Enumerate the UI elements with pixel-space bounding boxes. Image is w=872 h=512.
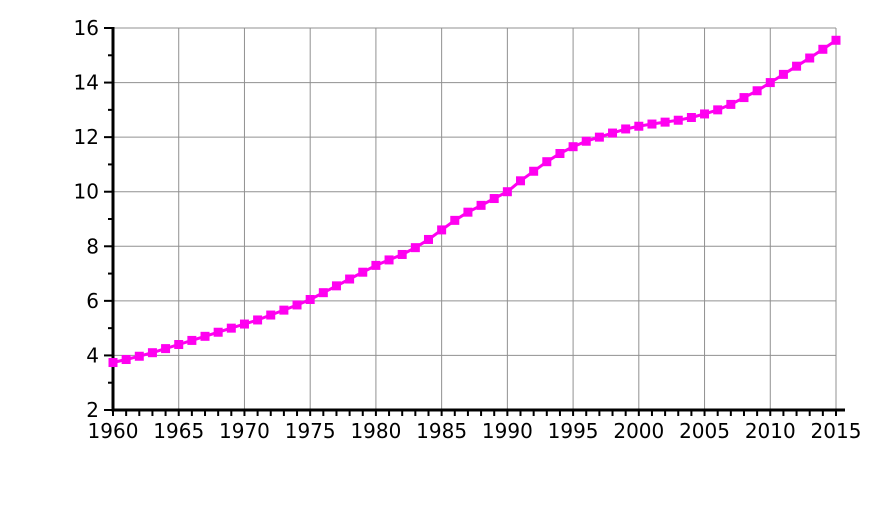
data-point xyxy=(792,61,802,71)
gridlines xyxy=(113,27,837,410)
data-point xyxy=(660,117,670,127)
x-tick-label: 1980 xyxy=(350,419,401,443)
data-point xyxy=(516,176,526,186)
data-point xyxy=(279,305,289,315)
x-tick-label: 2005 xyxy=(679,419,730,443)
axis-tick-labels: 2 4 6 8 10 12 14 16 1960 1965 1970 1975 1980 1985 1990… xyxy=(74,16,862,443)
y-tick-label: 4 xyxy=(86,343,99,367)
data-point xyxy=(174,340,184,350)
data-point xyxy=(831,35,841,45)
data-point xyxy=(542,157,552,167)
y-tick-label: 8 xyxy=(86,234,99,258)
data-point xyxy=(200,331,210,341)
x-tick-label: 1975 xyxy=(285,419,336,443)
x-tick-label: 1960 xyxy=(88,419,139,443)
data-point xyxy=(818,44,828,54)
data-point xyxy=(450,215,460,225)
y-tick-label: 12 xyxy=(74,125,99,149)
data-point xyxy=(634,121,644,131)
data-point xyxy=(331,281,341,291)
data-point xyxy=(463,207,473,217)
data-point xyxy=(213,327,223,337)
data-point xyxy=(581,136,591,146)
data-point xyxy=(358,267,368,277)
data-point xyxy=(108,358,118,368)
data-point xyxy=(765,78,775,88)
data-point xyxy=(686,112,696,122)
x-tick-label: 2015 xyxy=(811,419,862,443)
data-point xyxy=(752,86,762,96)
data-point xyxy=(187,335,197,345)
data-point xyxy=(568,142,578,152)
data-point xyxy=(371,260,381,270)
data-point xyxy=(121,355,131,365)
data-point xyxy=(292,300,302,310)
axis-ticks xyxy=(104,27,837,416)
y-tick-label: 10 xyxy=(74,180,99,204)
data-point xyxy=(161,344,171,354)
data-point xyxy=(476,200,486,210)
data-point xyxy=(134,351,144,361)
data-point xyxy=(608,128,618,138)
x-tick-label: 1965 xyxy=(153,419,204,443)
data-point xyxy=(266,310,276,320)
data-point xyxy=(147,348,157,358)
data-point xyxy=(805,53,815,63)
data-line xyxy=(111,38,838,364)
data-point xyxy=(239,319,249,329)
data-point xyxy=(713,105,723,115)
data-point xyxy=(423,234,433,244)
data-point xyxy=(726,99,736,109)
data-point xyxy=(253,315,263,325)
data-point xyxy=(397,249,407,259)
x-tick-label: 2000 xyxy=(613,419,664,443)
data-point xyxy=(647,119,657,129)
y-tick-label: 6 xyxy=(86,289,99,313)
data-point xyxy=(529,166,539,176)
data-point xyxy=(502,187,512,197)
data-point xyxy=(305,294,315,304)
data-point xyxy=(226,323,236,333)
data-point xyxy=(318,288,328,298)
data-point xyxy=(555,149,565,159)
data-point xyxy=(700,109,710,119)
data-point xyxy=(489,194,499,204)
data-point xyxy=(437,225,447,235)
data-point xyxy=(410,243,420,253)
y-tick-label: 14 xyxy=(74,71,99,95)
axes xyxy=(111,27,845,412)
data-series xyxy=(108,35,841,368)
data-point xyxy=(384,255,394,265)
x-tick-label: 1970 xyxy=(219,419,270,443)
x-tick-label: 1995 xyxy=(548,419,599,443)
data-point xyxy=(345,274,355,284)
data-point xyxy=(673,115,683,125)
x-tick-label: 2010 xyxy=(745,419,796,443)
data-point xyxy=(778,69,788,79)
y-tick-label: 16 xyxy=(74,16,99,40)
data-point xyxy=(739,93,749,103)
data-point xyxy=(621,124,631,134)
data-point xyxy=(594,132,604,142)
y-tick-label: 2 xyxy=(86,398,99,422)
x-tick-label: 1990 xyxy=(482,419,533,443)
x-tick-label: 1985 xyxy=(416,419,467,443)
